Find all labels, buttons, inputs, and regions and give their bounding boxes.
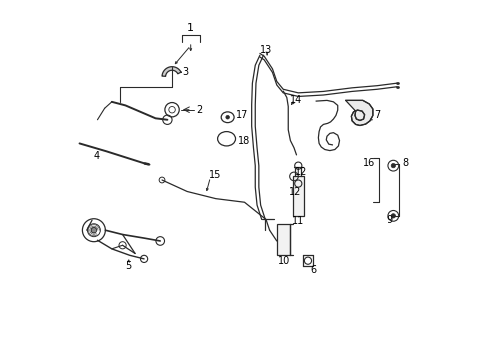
- Text: 3: 3: [182, 67, 188, 77]
- Circle shape: [390, 214, 395, 218]
- Circle shape: [390, 163, 395, 168]
- Circle shape: [91, 227, 97, 233]
- Text: 1: 1: [187, 23, 194, 33]
- Text: 17: 17: [235, 111, 248, 121]
- Text: 2: 2: [195, 105, 202, 115]
- Circle shape: [225, 116, 229, 119]
- Text: 18: 18: [237, 136, 249, 145]
- Text: 12: 12: [288, 187, 300, 197]
- Text: 16: 16: [363, 158, 375, 168]
- Text: 9: 9: [386, 215, 392, 225]
- Text: 6: 6: [310, 265, 316, 275]
- FancyBboxPatch shape: [292, 176, 303, 216]
- Text: 12: 12: [294, 167, 307, 177]
- Text: 15: 15: [208, 170, 221, 180]
- Text: 10: 10: [277, 256, 289, 266]
- Polygon shape: [345, 100, 372, 126]
- Text: 11: 11: [291, 216, 304, 226]
- Text: 8: 8: [401, 158, 407, 168]
- FancyBboxPatch shape: [276, 224, 290, 255]
- Polygon shape: [162, 67, 181, 76]
- Text: 13: 13: [259, 45, 272, 55]
- Text: 5: 5: [124, 261, 131, 271]
- Text: 14: 14: [290, 95, 302, 105]
- Text: 4: 4: [94, 150, 100, 161]
- Text: 7: 7: [373, 111, 380, 121]
